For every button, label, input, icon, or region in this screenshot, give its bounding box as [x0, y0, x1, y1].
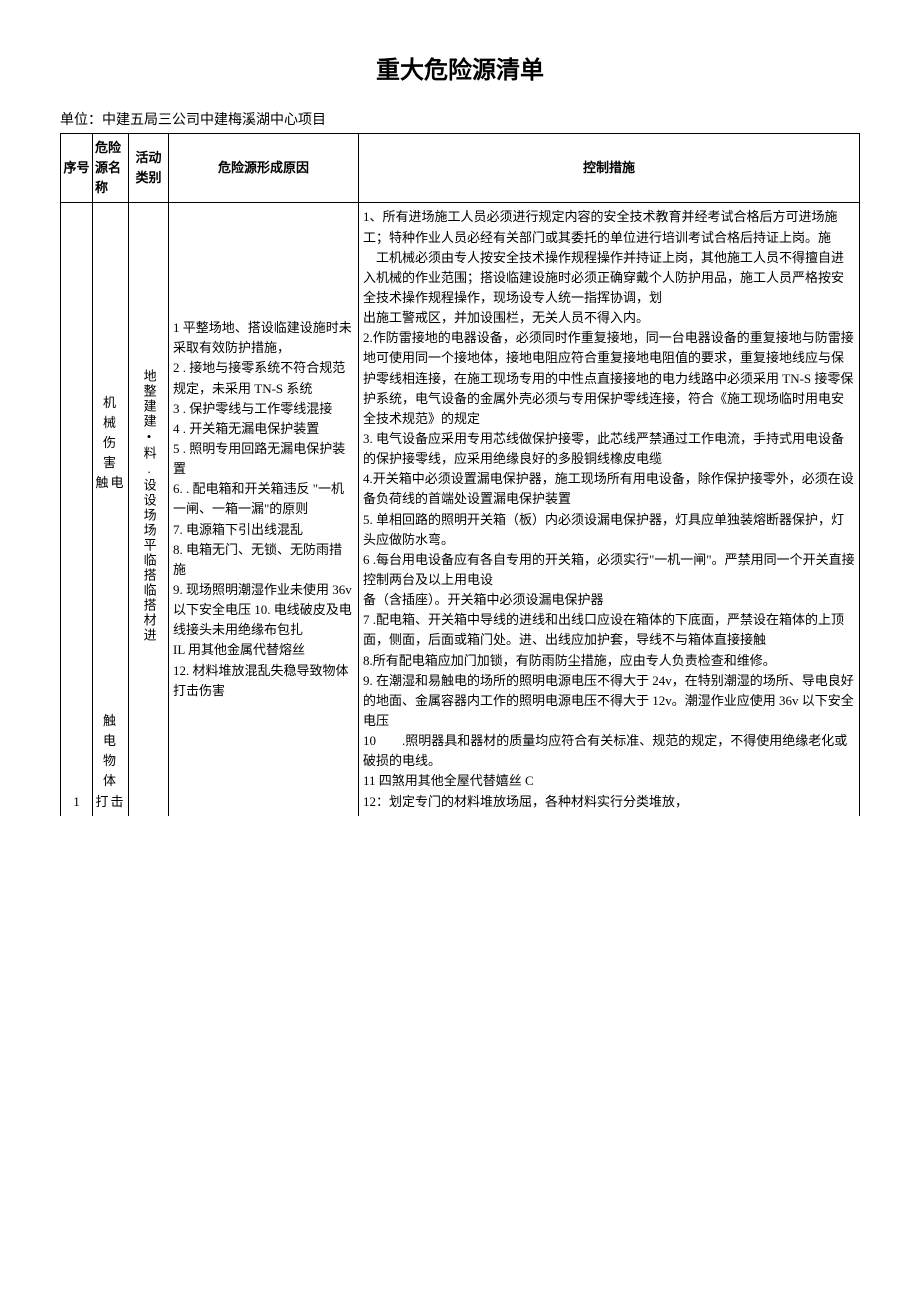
col-header-reason: 危险源形成原因	[169, 134, 359, 203]
cell-seq: 1	[61, 203, 93, 816]
unit-subtitle: 单位：中建五局三公司中建梅溪湖中心项目	[60, 109, 860, 129]
cell-hazard-name-2: 触 电 物 体 打击	[93, 683, 129, 816]
cell-measure: 1、所有进场施工人员必须进行规定内容的安全技术教育并经考试合格后方可进场施工；特…	[359, 203, 860, 816]
cell-reason: 1 平整场地、搭设临建设施时未采取有效防护措施， 2 . 接地与接零系统不符合规…	[169, 203, 359, 816]
col-header-name: 危险源名称	[93, 134, 129, 203]
hazard-table: 序号 危险源名称 活动类别 危险源形成原因 控制措施 1 机 械 伤 害 触电 …	[60, 133, 860, 816]
activity-vertical-text: 地整建建•料.设设场场平临搭临搭材进	[138, 369, 158, 643]
table-row: 1 机 械 伤 害 触电 地整建建•料.设设场场平临搭临搭材进 1 平整场地、搭…	[61, 203, 860, 683]
col-header-activity: 活动类别	[129, 134, 169, 203]
cell-hazard-name-1: 机 械 伤 害 触电	[93, 203, 129, 683]
header-row: 序号 危险源名称 活动类别 危险源形成原因 控制措施	[61, 134, 860, 203]
col-header-measure: 控制措施	[359, 134, 860, 203]
col-header-seq: 序号	[61, 134, 93, 203]
page-title: 重大危险源清单	[60, 50, 860, 85]
cell-activity: 地整建建•料.设设场场平临搭临搭材进	[129, 203, 169, 816]
